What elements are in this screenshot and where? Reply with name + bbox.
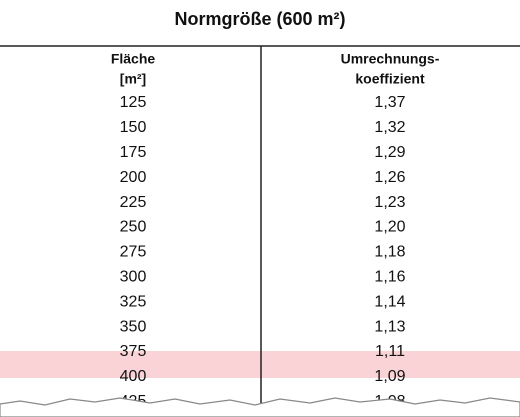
table-cell: 1,32	[374, 119, 405, 136]
table-cell: 1,13	[374, 318, 405, 335]
table-cell: 375	[120, 343, 147, 360]
table-cell: 325	[120, 293, 147, 310]
torn-edge	[0, 397, 520, 417]
header-cell: Umrechnungs-	[341, 51, 440, 67]
header-cell: [m²]	[120, 71, 146, 87]
table-cell: 1,20	[374, 219, 405, 236]
table-cell: 150	[120, 119, 147, 136]
table-cell: 350	[120, 318, 147, 335]
table-cell: 1,09	[374, 368, 405, 385]
table-cell: 1,26	[374, 169, 405, 186]
table-cell: 1,29	[374, 144, 405, 161]
table-cell: 1,14	[374, 293, 405, 310]
table-cell: 175	[120, 144, 147, 161]
table-cell: 1,11	[375, 343, 405, 360]
table: Fläche [m²] Umrechnungs-koeffizient 125 1,37…	[111, 51, 440, 410]
table-cell: 1,37	[374, 94, 405, 111]
table-cell: 225	[120, 194, 147, 211]
table-cell: 125	[120, 94, 147, 111]
table-cell: 250	[120, 219, 147, 236]
table-cell: 300	[120, 269, 147, 286]
table-cell: 275	[120, 244, 147, 261]
title: Normgröße (600 m²)	[174, 9, 345, 29]
table-cell: 400	[120, 368, 147, 385]
header-cell: koeffizient	[355, 71, 425, 87]
table-cell: 200	[120, 169, 147, 186]
row-highlight	[0, 351, 520, 378]
table-cell: 1,23	[374, 194, 405, 211]
table-cell: 1,16	[374, 269, 405, 286]
table-cell: 1,18	[374, 244, 405, 261]
header-cell: Fläche	[111, 51, 156, 67]
